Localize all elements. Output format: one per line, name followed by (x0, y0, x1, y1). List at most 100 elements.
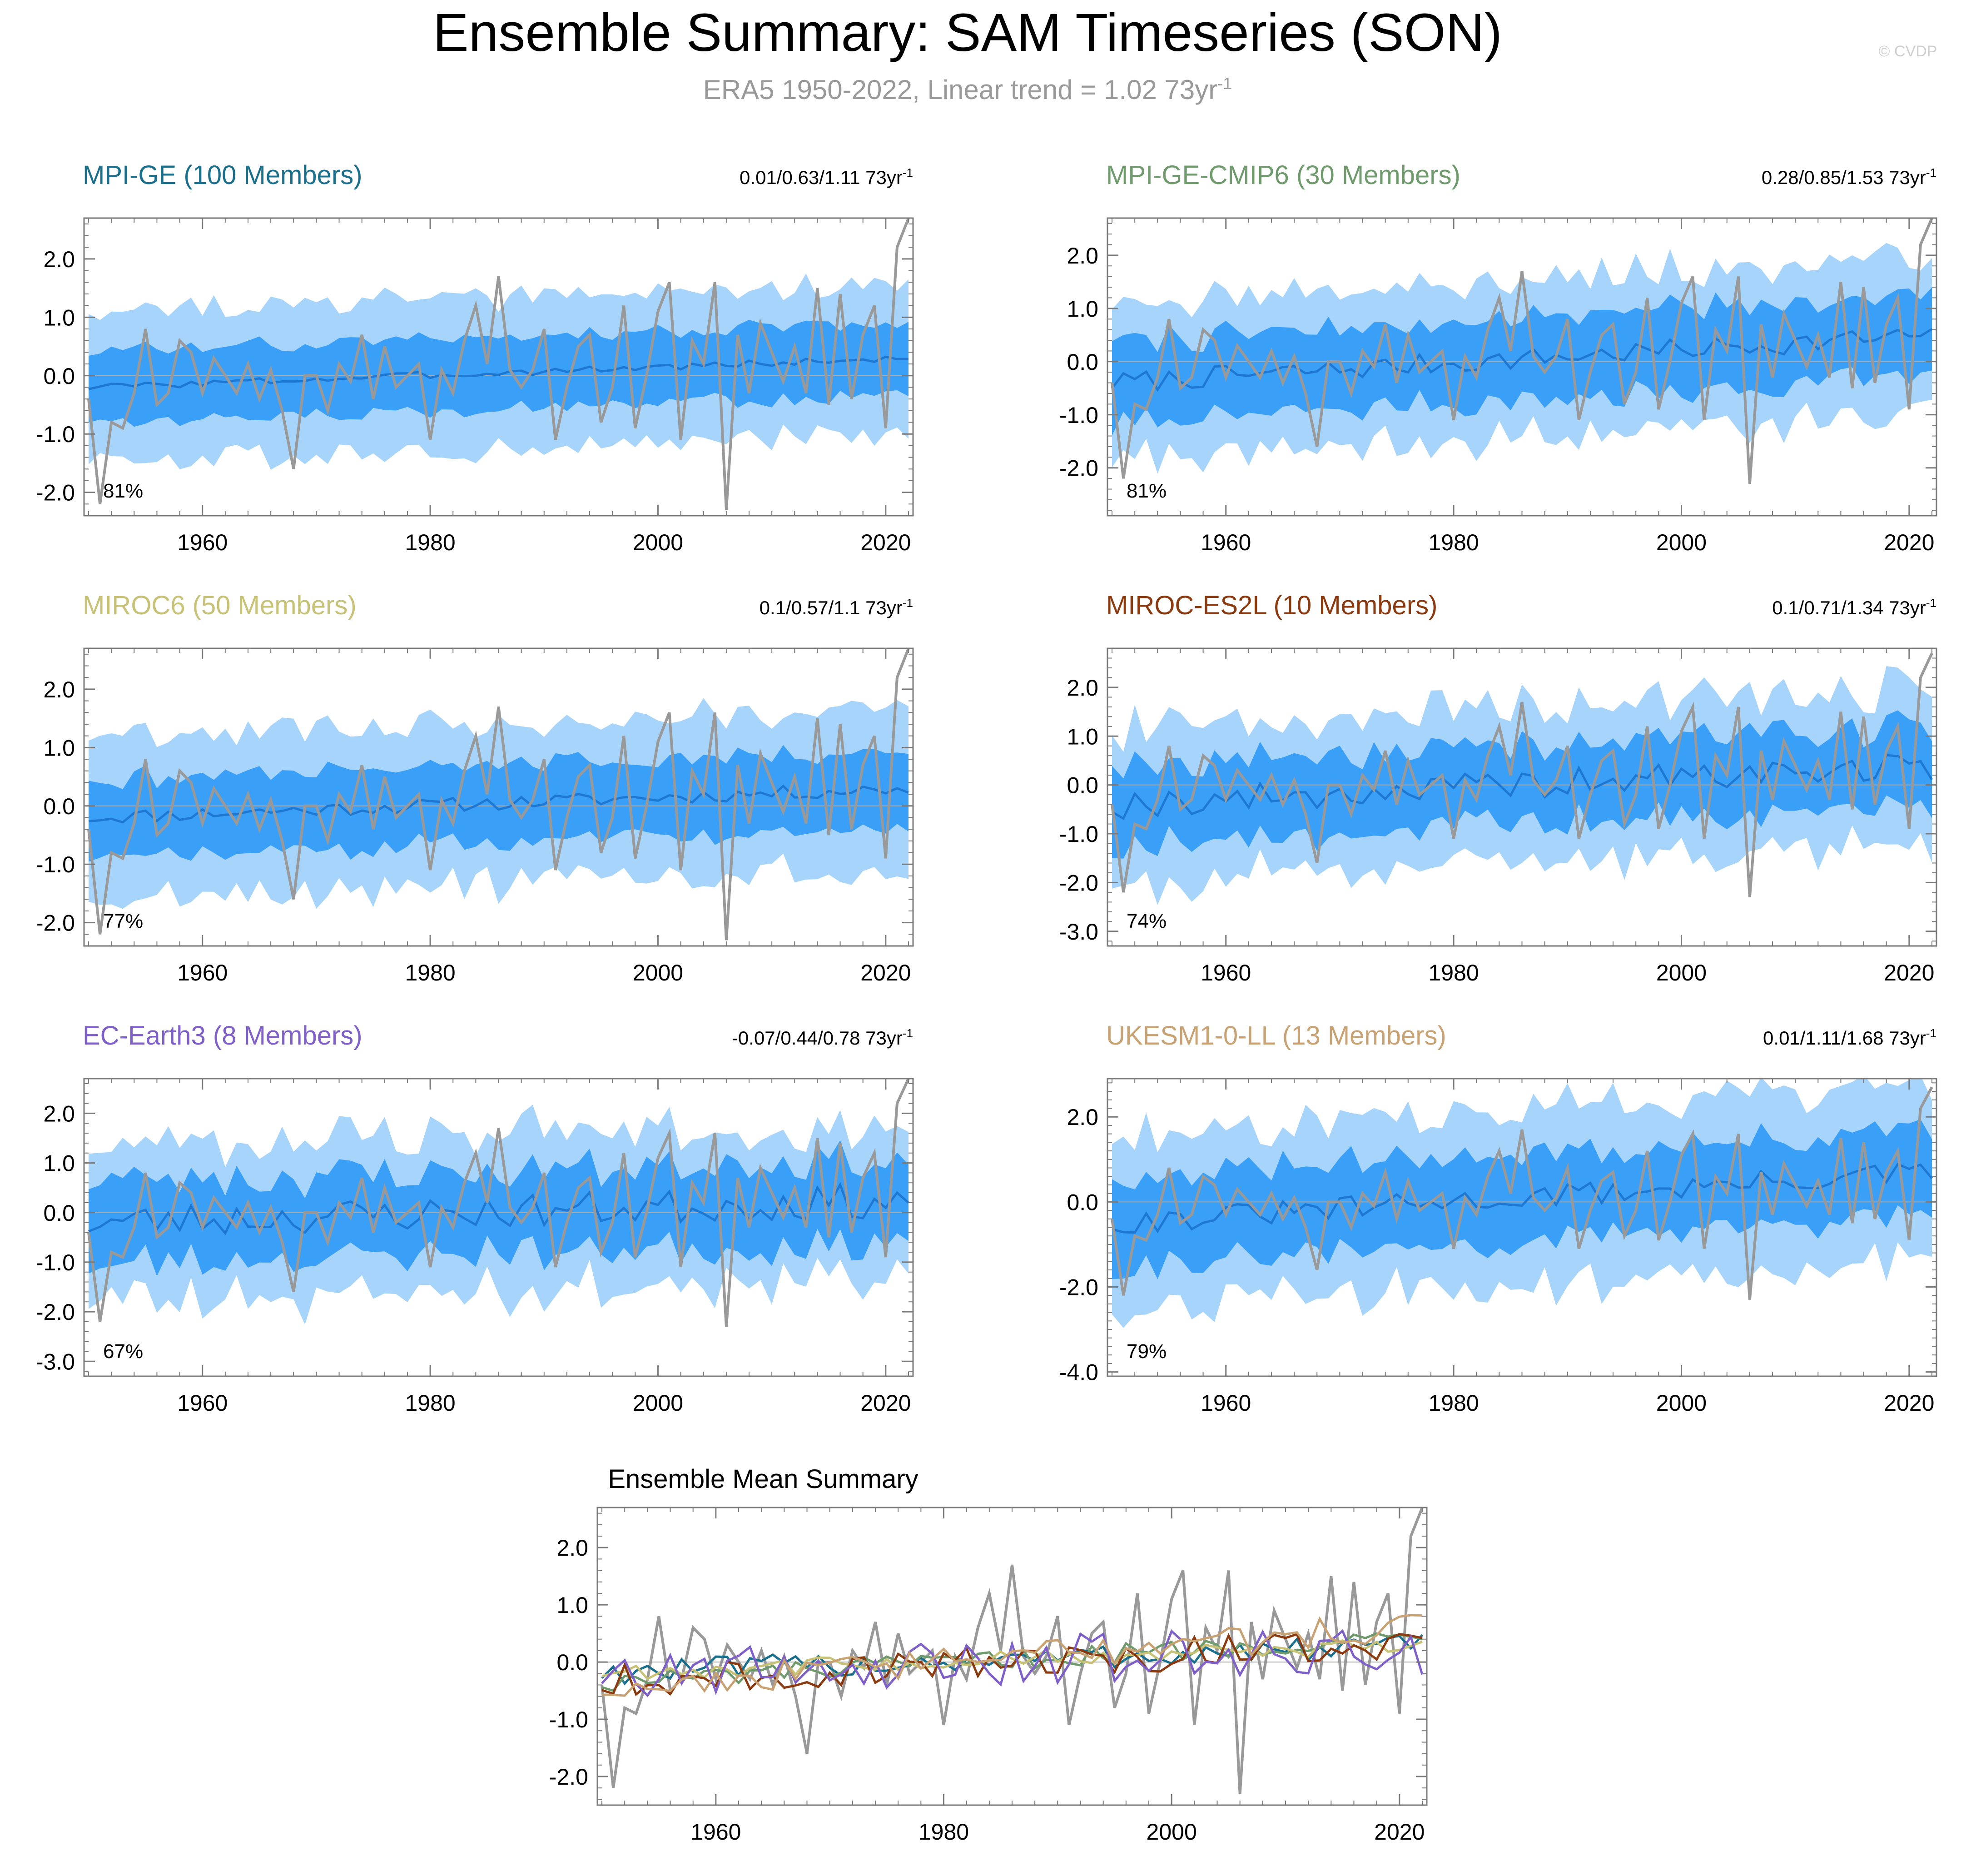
miroc6-y-tick-label: 0.0 (43, 794, 75, 819)
mpi-ge-y-tick-label: -2.0 (36, 480, 75, 506)
ukesm1-0-ll-y-tick-label: 0.0 (1067, 1189, 1098, 1215)
ec-earth3-y-tick-label: -1.0 (36, 1250, 75, 1275)
miroc6-x-tick-label: 1960 (177, 960, 228, 985)
mpi-ge-plot-area (84, 218, 913, 510)
mpi-ge-cmip6-title: MPI-GE-CMIP6 (30 Members) (1106, 160, 1460, 190)
miroc-es2l-percent-label: 74% (1127, 910, 1167, 932)
ukesm1-0-ll-y-tick-label: -4.0 (1059, 1360, 1098, 1385)
miroc-es2l-y-tick-label: -1.0 (1059, 821, 1098, 847)
miroc6-plot-area (84, 648, 913, 940)
miroc6-trend-exponent: -1 (903, 596, 913, 610)
summary-y-tick-label: -2.0 (549, 1764, 588, 1790)
miroc-es2l-y-tick-label: 1.0 (1067, 724, 1098, 749)
panel-mpi-ge-cmip6: MPI-GE-CMIP6 (30 Members) 0.28/0.85/1.53 … (1059, 160, 1937, 555)
ec-earth3-y-tick-label: -2.0 (36, 1299, 75, 1325)
mpi-ge-cmip6-plot-area (1107, 218, 1936, 484)
miroc-es2l-trend-unit: 73yr (1889, 597, 1926, 618)
miroc6-trend-label: 0.1/0.57/1.1 73yr-1 (760, 596, 913, 618)
summary-line-ukesm1-0-ll (601, 1614, 1423, 1697)
miroc-es2l-trend-exponent: -1 (1926, 596, 1936, 610)
mpi-ge-y-tick-label: 0.0 (43, 363, 75, 389)
mpi-ge-inner-spread-band (89, 319, 909, 427)
summary-line-mpi-ge-cmip6 (601, 1632, 1423, 1692)
ukesm1-0-ll-trend-unit: 73yr (1889, 1027, 1926, 1049)
miroc6-y-tick-label: -2.0 (36, 911, 75, 936)
summary-line-miroc-es2l (601, 1632, 1423, 1697)
mpi-ge-cmip6-x-tick-label: 1980 (1428, 530, 1479, 555)
miroc6-inner-spread-band (89, 745, 909, 862)
ec-earth3-title: EC-Earth3 (8 Members) (83, 1021, 362, 1050)
mpi-ge-trend-values: 0.01/0.63/1.11 (740, 167, 865, 188)
mpi-ge-frame (83, 217, 914, 517)
mpi-ge-percent-label: 81% (103, 480, 143, 502)
ukesm1-0-ll-y-tick-label: 2.0 (1067, 1105, 1098, 1130)
watermark: © CVDP (1879, 43, 1937, 60)
ukesm1-0-ll-y-tick-label: -2.0 (1059, 1275, 1098, 1300)
mpi-ge-cmip6-y-tick-label: -1.0 (1059, 403, 1098, 428)
miroc-es2l-y-tick-label: -3.0 (1059, 919, 1098, 945)
mpi-ge-cmip6-x-tick-label: 2020 (1884, 530, 1934, 555)
mpi-ge-cmip6-trend-label: 0.28/0.85/1.53 73yr-1 (1762, 166, 1936, 188)
miroc6-observation-line (87, 648, 910, 940)
ec-earth3-y-tick-label: -3.0 (36, 1349, 75, 1374)
miroc-es2l-plot-area (1107, 652, 1936, 905)
mpi-ge-cmip6-observation-line (1111, 218, 1933, 484)
miroc-es2l-y-tick-label: -2.0 (1059, 870, 1098, 896)
ukesm1-0-ll-trend-exponent: -1 (1926, 1026, 1936, 1040)
ec-earth3-x-tick-label: 2000 (633, 1390, 683, 1416)
mpi-ge-cmip6-frame (1107, 217, 1937, 517)
ensemble-mean-summary-panel: Ensemble Mean Summary 2.0 1.0 0.0 -1.0 -2.0 19… (549, 1464, 1428, 1845)
ukesm1-0-ll-x-tick-label: 1980 (1428, 1390, 1479, 1416)
summary-y-tick-label: 1.0 (556, 1592, 588, 1618)
summary-y-tick-label: 0.0 (556, 1650, 588, 1675)
miroc6-frame (83, 647, 914, 947)
ec-earth3-percent-label: 67% (103, 1340, 143, 1363)
miroc6-x-tick-label: 1980 (405, 960, 455, 985)
miroc6-title: MIROC6 (50 Members) (83, 591, 357, 620)
miroc-es2l-ensemble-mean-line (1111, 754, 1933, 821)
mpi-ge-trend-unit: 73yr (865, 167, 903, 188)
mpi-ge-x-tick-label: 2020 (860, 530, 911, 555)
miroc6-y-tick-label: 2.0 (43, 677, 75, 702)
figure-title: Ensemble Summary: SAM Timeseries (SON) (433, 3, 1502, 63)
ukesm1-0-ll-observation-line (1111, 1086, 1933, 1300)
ec-earth3-plot-area (84, 1079, 913, 1327)
miroc-es2l-frame (1107, 647, 1937, 947)
summary-line-ec-earth3 (601, 1629, 1424, 1697)
ukesm1-0-ll-inner-spread-band (1112, 1119, 1932, 1279)
figure-subtitle-exponent: -1 (1217, 74, 1232, 93)
ec-earth3-y-tick-label: 2.0 (43, 1101, 75, 1126)
ukesm1-0-ll-x-tick-label: 2020 (1884, 1390, 1934, 1416)
miroc-es2l-x-tick-label: 1960 (1201, 960, 1251, 985)
miroc6-trend-unit: 73yr (865, 597, 903, 618)
mpi-ge-y-tick-label: 1.0 (43, 305, 75, 330)
mpi-ge-ensemble-mean-line (88, 355, 909, 390)
panel-ukesm1-0-ll: UKESM1-0-LL (13 Members) 0.01/1.11/1.68 7… (1059, 1021, 1937, 1416)
ec-earth3-trend-label: -0.07/0.44/0.78 73yr-1 (732, 1026, 913, 1049)
miroc-es2l-observation-line (1111, 652, 1933, 897)
panel-ec-earth3: EC-Earth3 (8 Members) -0.07/0.44/0.78 73y… (36, 1021, 914, 1416)
summary-title: Ensemble Mean Summary (608, 1464, 918, 1494)
ec-earth3-inner-spread-band (89, 1140, 909, 1276)
mpi-ge-title: MPI-GE (100 Members) (83, 160, 362, 190)
figure-subtitle-main: ERA5 1950-2022, Linear trend = 1.02 73yr (703, 75, 1217, 105)
miroc6-ensemble-mean-line (88, 784, 909, 824)
panel-miroc6: MIROC6 (50 Members) 0.1/0.57/1.1 73yr-1 2.… (36, 591, 914, 985)
ec-earth3-x-tick-label: 2020 (860, 1390, 911, 1416)
ec-earth3-trend-exponent: -1 (903, 1026, 913, 1040)
ec-earth3-y-tick-label: 1.0 (43, 1151, 75, 1176)
panel-mpi-ge: MPI-GE (100 Members) 0.01/0.63/1.11 73yr -… (36, 160, 914, 555)
mpi-ge-cmip6-x-tick-label: 2000 (1656, 530, 1707, 555)
summary-y-tick-label: 2.0 (556, 1535, 588, 1561)
mpi-ge-y-tick-label: 2.0 (43, 247, 75, 272)
summary-x-tick-label: 1980 (918, 1819, 969, 1845)
mpi-ge-cmip6-trend-exponent: -1 (1926, 166, 1936, 179)
ec-earth3-x-tick-label: 1980 (405, 1390, 455, 1416)
model-panels: MPI-GE (100 Members) 0.01/0.63/1.11 73yr-… (36, 160, 1937, 1416)
miroc6-y-tick-label: -1.0 (36, 852, 75, 877)
ukesm1-0-ll-trend-values: 0.01/1.11/1.68 (1763, 1027, 1889, 1049)
miroc-es2l-x-tick-label: 2000 (1656, 960, 1707, 985)
panel-miroc-es2l: MIROC-ES2L (10 Members) 0.1/0.71/1.34 73y… (1059, 591, 1937, 985)
mpi-ge-cmip6-y-tick-label: 2.0 (1067, 243, 1098, 269)
